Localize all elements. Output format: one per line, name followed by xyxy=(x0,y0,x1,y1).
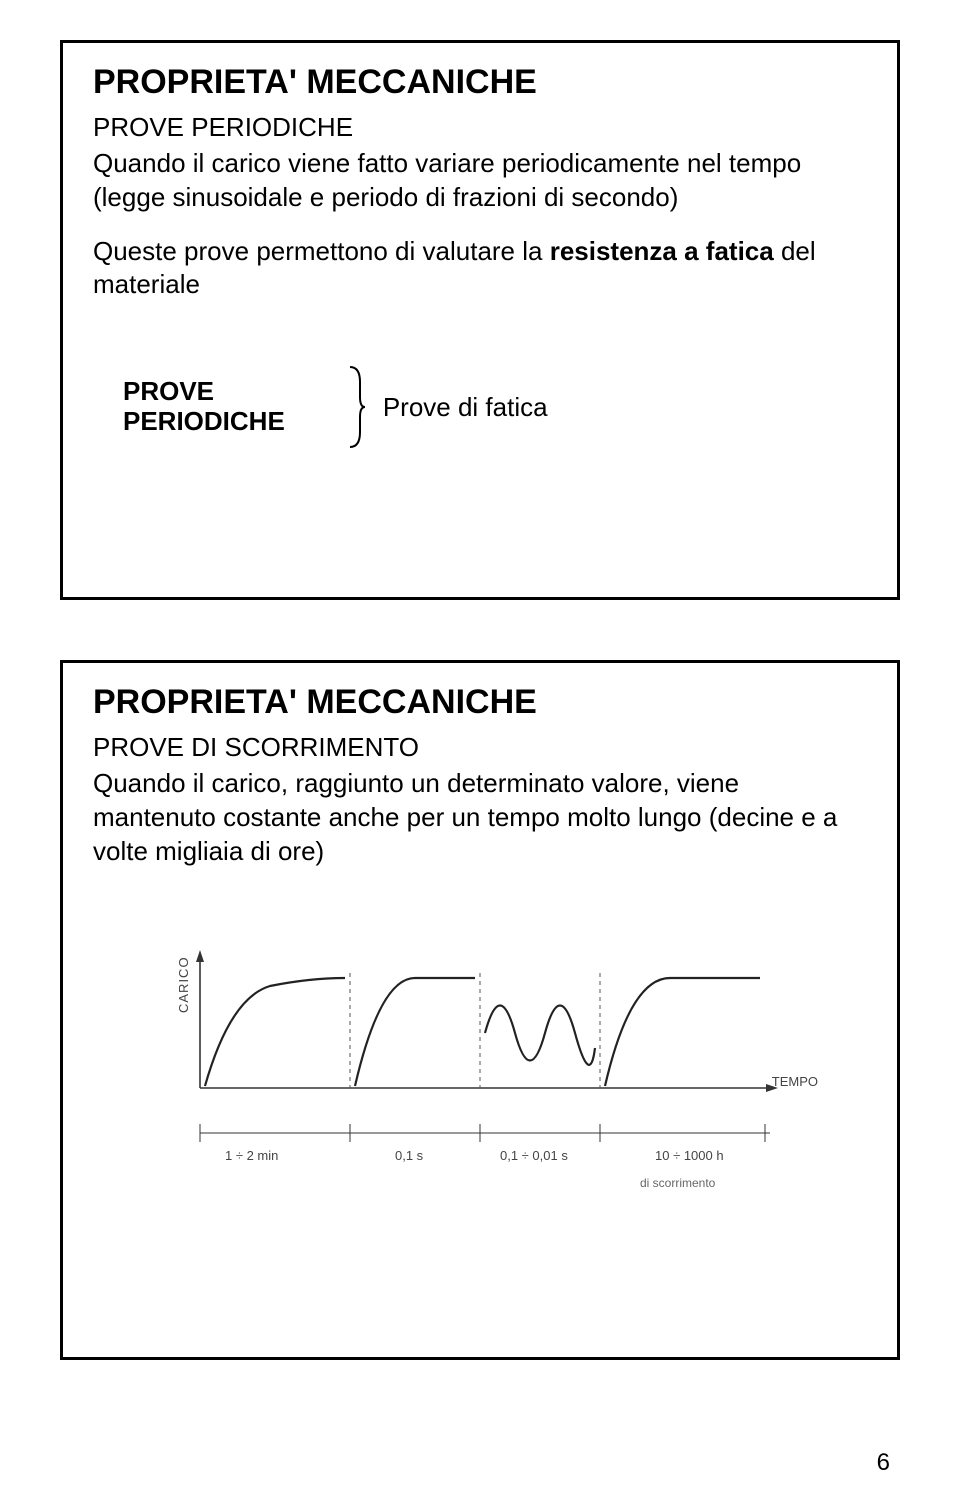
slide-2-subtitle: PROVE DI SCORRIMENTO xyxy=(93,732,867,763)
load-curves xyxy=(205,978,760,1086)
brace-label: PROVE PERIODICHE xyxy=(123,377,285,437)
brace-icon xyxy=(305,362,365,452)
diagram-small-caption: di scorrimento xyxy=(640,1176,715,1190)
slide-1-subtitle: PROVE PERIODICHE xyxy=(93,112,867,143)
slide-2-title: PROPRIETA' MECCANICHE xyxy=(93,683,867,722)
slide-1-p2-prefix: Queste prove permettono di valutare la xyxy=(93,236,550,266)
tick-label-3: 10 ÷ 1000 h xyxy=(655,1148,724,1163)
diagram-area: CARICO TEMPO xyxy=(120,898,840,1258)
slide-1-p2-bold: resistenza a fatica xyxy=(550,236,774,266)
slide-1-box: PROPRIETA' MECCANICHE PROVE PERIODICHE Q… xyxy=(60,40,900,600)
slide-1-paragraph-1: Quando il carico viene fatto variare per… xyxy=(93,147,867,215)
tick-label-2: 0,1 ÷ 0,01 s xyxy=(500,1148,568,1163)
page: PROPRIETA' MECCANICHE PROVE PERIODICHE Q… xyxy=(0,0,960,1501)
tick-label-1: 0,1 s xyxy=(395,1148,423,1163)
separators xyxy=(350,973,600,1088)
brace-label-line1: PROVE xyxy=(123,376,214,406)
page-number: 6 xyxy=(877,1449,890,1477)
slide-1-title: PROPRIETA' MECCANICHE xyxy=(93,63,867,102)
brace-row: PROVE PERIODICHE Prove di fatica xyxy=(123,362,867,452)
axes xyxy=(196,950,778,1092)
slide-2-box: PROPRIETA' MECCANICHE PROVE DI SCORRIMEN… xyxy=(60,660,900,1360)
brace-label-line2: PERIODICHE xyxy=(123,406,285,436)
tick-label-0: 1 ÷ 2 min xyxy=(225,1148,278,1163)
slide-2-paragraph: Quando il carico, raggiunto un determina… xyxy=(93,767,867,868)
slide-1-paragraph-2: Queste prove permettono di valutare la r… xyxy=(93,235,867,303)
brace-right-item: Prove di fatica xyxy=(383,392,548,423)
